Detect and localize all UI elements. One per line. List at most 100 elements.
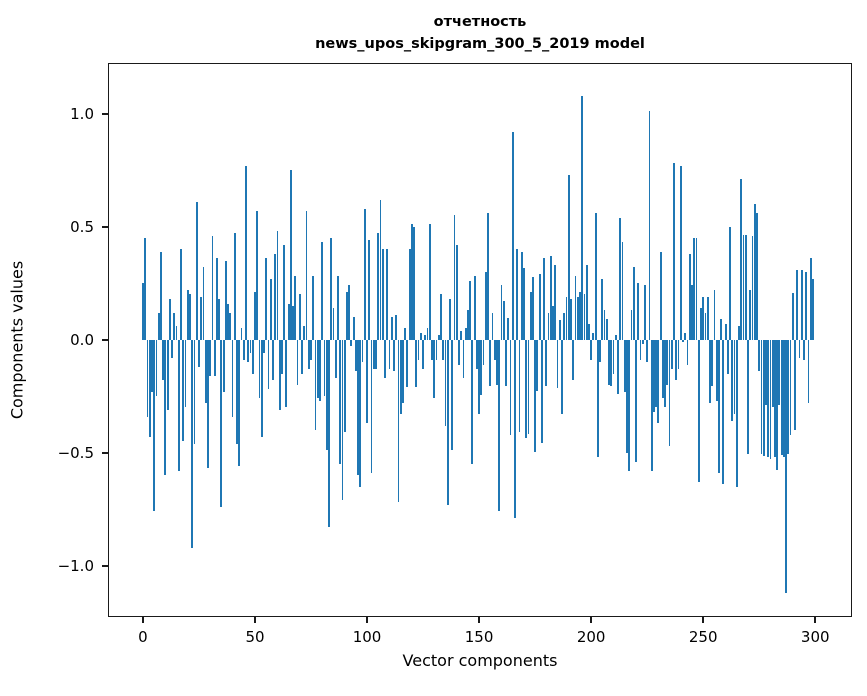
y-tick-mark <box>102 225 108 228</box>
y-tick-label: −1.0 <box>57 556 94 575</box>
chart-title: отчетность news_upos_skipgram_300_5_2019… <box>108 11 852 55</box>
bar <box>599 339 602 363</box>
bar <box>148 339 151 437</box>
bar <box>171 339 173 358</box>
bar <box>507 318 510 340</box>
bar <box>164 339 167 476</box>
bar <box>673 163 675 340</box>
bar <box>159 251 162 340</box>
bar <box>482 339 485 365</box>
bar <box>803 339 805 360</box>
bar <box>162 339 165 381</box>
bar <box>679 165 682 340</box>
bar <box>726 339 729 374</box>
bar <box>791 293 794 340</box>
bar <box>182 339 185 442</box>
bar <box>684 332 687 340</box>
bar <box>623 339 626 392</box>
bar <box>446 339 449 505</box>
bar <box>307 339 310 370</box>
bar <box>377 233 380 340</box>
bar <box>220 339 223 507</box>
bar <box>605 319 608 340</box>
bar <box>780 339 783 455</box>
bar <box>769 339 772 460</box>
bar <box>397 339 400 503</box>
bar <box>153 339 156 512</box>
bar <box>274 253 277 340</box>
bar <box>337 276 339 340</box>
bar <box>339 339 342 464</box>
bar <box>505 339 507 386</box>
bar <box>601 278 604 340</box>
bar <box>610 339 613 386</box>
bar <box>711 339 714 386</box>
bar <box>460 330 463 340</box>
y-tick-mark <box>102 564 108 567</box>
bar <box>538 273 541 340</box>
bar <box>384 339 386 379</box>
bar <box>195 201 198 340</box>
bar <box>576 296 579 340</box>
bar <box>787 339 790 454</box>
bar <box>435 339 438 360</box>
bar <box>639 339 642 360</box>
bar <box>419 332 422 340</box>
bar <box>370 339 373 474</box>
bar <box>428 224 431 340</box>
bar <box>558 320 561 340</box>
bar <box>480 339 483 396</box>
bar <box>473 276 476 340</box>
bar <box>142 283 144 340</box>
bar <box>805 271 808 340</box>
bar <box>144 237 147 340</box>
bar <box>464 328 467 340</box>
bar <box>621 242 624 340</box>
bar <box>709 339 711 403</box>
bar <box>612 339 615 374</box>
bar <box>767 339 770 458</box>
bar <box>406 339 409 388</box>
bar <box>240 328 243 340</box>
bar <box>670 339 673 370</box>
bar <box>359 339 362 487</box>
bar <box>413 226 416 340</box>
bar <box>395 314 398 340</box>
bar <box>722 339 725 485</box>
bar <box>455 244 458 340</box>
bar <box>637 283 640 340</box>
bar <box>491 312 494 340</box>
bar <box>357 339 359 476</box>
bar <box>760 339 763 454</box>
bar <box>547 312 550 340</box>
bar <box>619 217 622 340</box>
bar <box>319 339 321 401</box>
bar <box>590 339 593 360</box>
bar <box>207 339 209 469</box>
bar <box>379 199 382 340</box>
bar <box>570 298 572 340</box>
bar <box>628 339 631 471</box>
y-tick-label: −0.5 <box>57 443 94 462</box>
bar <box>572 339 575 381</box>
bar <box>809 258 812 340</box>
bar <box>316 339 319 399</box>
bar <box>646 339 649 363</box>
x-tick-mark <box>254 617 256 623</box>
bar <box>475 339 478 370</box>
bar <box>789 339 792 435</box>
y-tick-mark <box>102 451 108 454</box>
bar <box>334 339 337 379</box>
bar <box>410 224 413 340</box>
x-tick-label: 100 <box>352 628 382 646</box>
bar <box>242 339 245 360</box>
bar <box>774 339 776 458</box>
bar <box>263 339 265 354</box>
bar <box>281 339 283 374</box>
bar <box>511 131 514 340</box>
bar <box>231 339 234 417</box>
bar <box>796 269 799 340</box>
y-axis-label: Components values <box>7 260 27 420</box>
bar <box>659 251 662 340</box>
